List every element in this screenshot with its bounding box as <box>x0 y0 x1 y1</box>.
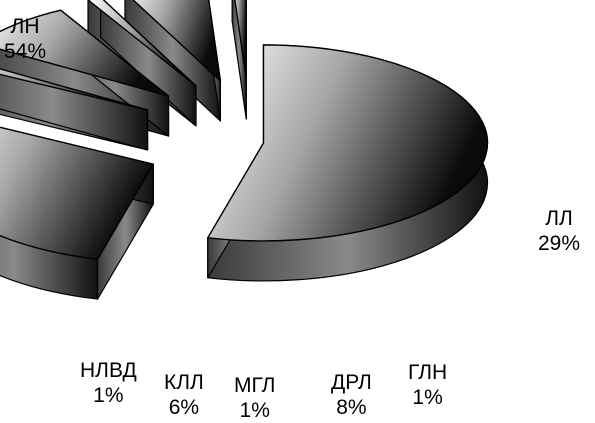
slice-top-дрл <box>0 9 170 97</box>
label-ll: ЛЛ 29% <box>538 207 581 255</box>
label-gln: ГЛН 1% <box>408 361 448 409</box>
slice-top-лл <box>0 126 154 260</box>
slice-side-лл <box>0 234 99 300</box>
slice-нлвд <box>231 0 247 120</box>
label-ln: ЛН 54% <box>4 15 47 63</box>
slice-глн <box>0 68 149 151</box>
slice-лн <box>207 44 489 282</box>
label-kll: КЛЛ 6% <box>164 371 204 419</box>
label-mgl: МГЛ 1% <box>234 374 276 422</box>
pie-slices <box>0 0 489 300</box>
label-nlvd: НЛВД 1% <box>80 359 137 407</box>
slice-мгл <box>87 0 197 127</box>
slice-top-клл <box>132 0 222 82</box>
slice-лл <box>0 126 154 300</box>
label-drl: ДРЛ 8% <box>331 371 372 419</box>
slice-top-лн <box>207 44 489 242</box>
slice-top-нлвд <box>234 0 247 80</box>
